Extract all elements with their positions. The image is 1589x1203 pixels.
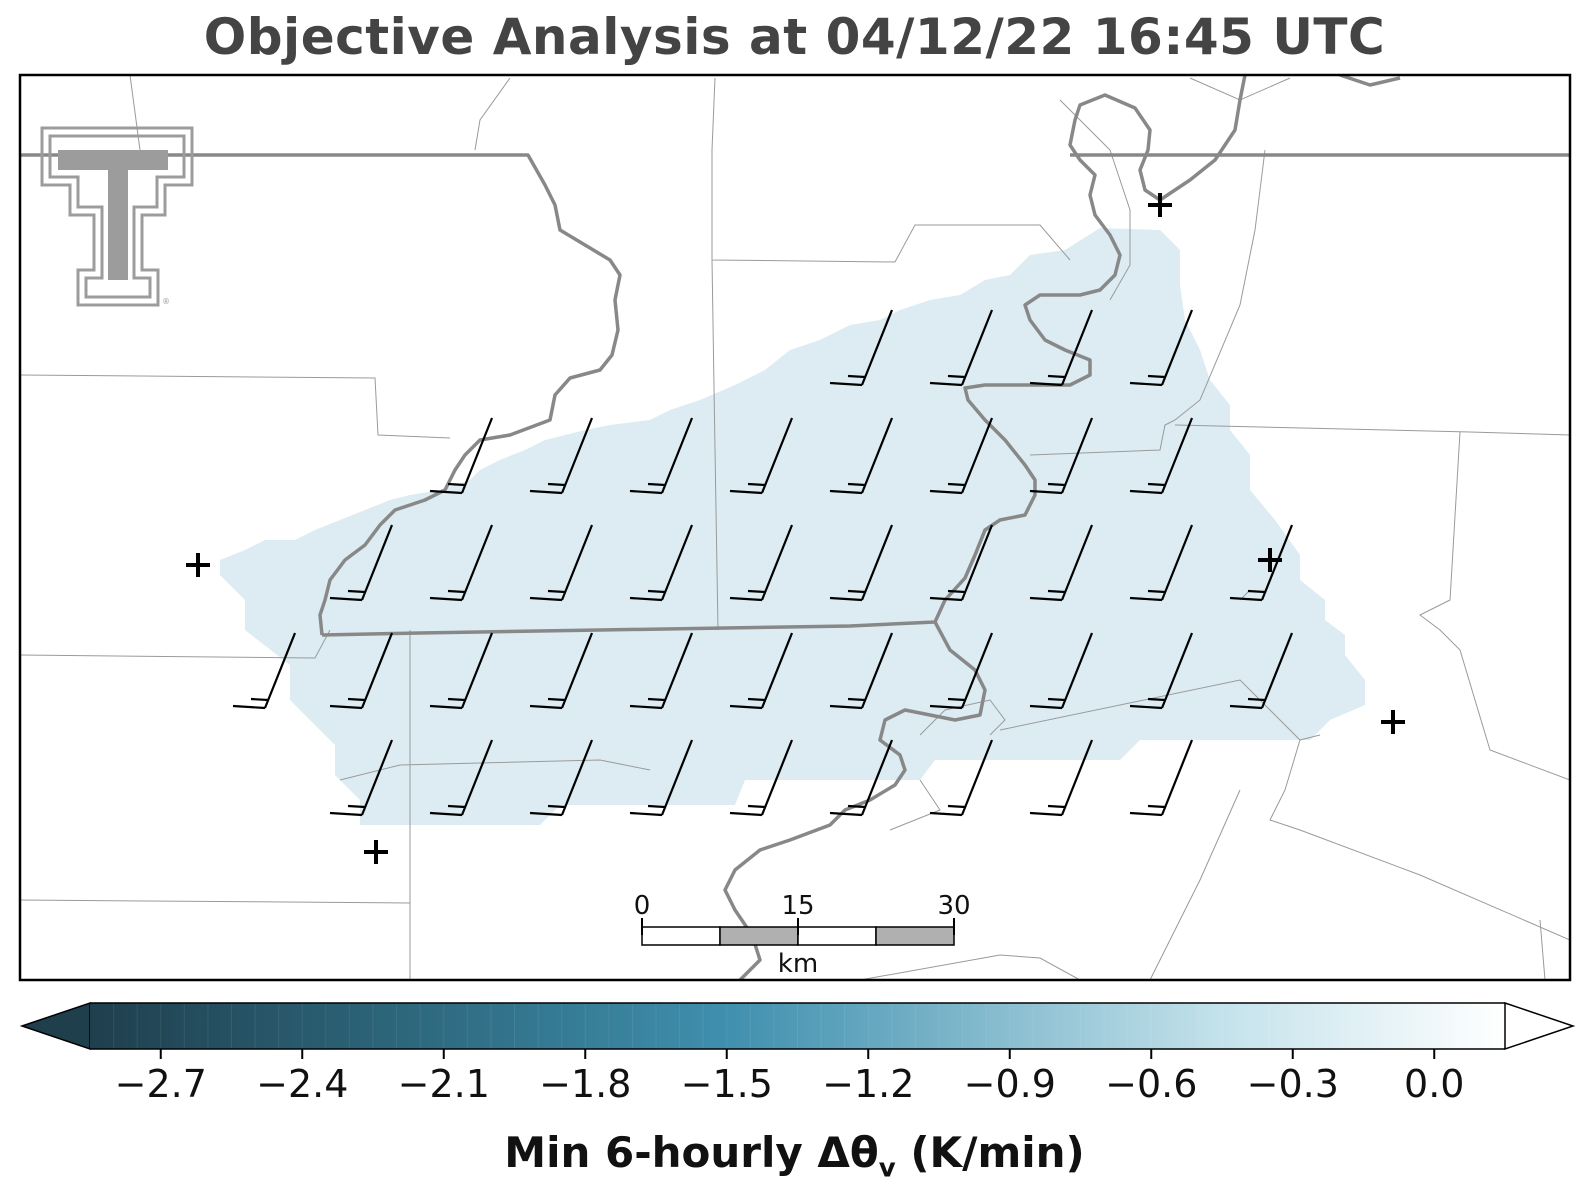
wind-barbs: [232, 309, 1294, 817]
wind-barb: [1129, 632, 1194, 710]
colorbar-extend-low: [19, 1001, 91, 1051]
colorbar-label-units: (K/min): [895, 1128, 1085, 1177]
wind-barb: [329, 524, 394, 602]
scale-bar: 0 15 30 km: [634, 891, 971, 979]
wind-barb: [529, 632, 594, 710]
colorbar-tick-label: −2.4: [256, 1062, 348, 1106]
colorbar-label-main: Min 6-hourly Δθ: [504, 1128, 879, 1177]
colorbar-tick-label: 0.0: [1404, 1062, 1464, 1106]
wind-barb: [929, 524, 994, 602]
wind-barb: [929, 739, 994, 817]
station-marker: [186, 553, 210, 577]
wind-barb: [1029, 739, 1094, 817]
wind-barb: [1029, 632, 1094, 710]
map-panel: ® 0 15 30 km: [20, 75, 1570, 980]
wind-barb: [429, 417, 494, 495]
colorbar-tick-label: −1.5: [681, 1062, 773, 1106]
scale-label-15: 15: [781, 891, 814, 921]
station-marker: [1258, 548, 1282, 572]
wind-barb: [929, 632, 994, 710]
wind-barb: [529, 417, 594, 495]
wind-barb: [1229, 524, 1294, 602]
wind-barb: [429, 632, 494, 710]
wind-barb: [829, 417, 894, 495]
colorbar-tick-label: −1.2: [822, 1062, 914, 1106]
wind-barb: [1029, 417, 1094, 495]
map-frame: [18, 73, 1572, 982]
wind-barb: [1129, 524, 1194, 602]
county-borders: [20, 75, 1570, 980]
wind-barb: [929, 417, 994, 495]
wind-barb: [829, 739, 894, 817]
scale-label-30: 30: [937, 891, 970, 921]
wind-barb: [629, 739, 694, 817]
colorbar-tick-label: −2.1: [398, 1062, 490, 1106]
wind-barb: [729, 739, 794, 817]
wind-barb: [1029, 309, 1094, 387]
wind-barb: [1229, 632, 1294, 710]
colorbar-tick-label: −0.6: [1105, 1062, 1197, 1106]
station-marker: [1381, 710, 1405, 734]
wind-barb: [329, 632, 394, 710]
station-markers: [186, 193, 1405, 864]
wind-barb: [829, 632, 894, 710]
map-title: Objective Analysis at 04/12/22 16:45 UTC: [203, 8, 1386, 66]
wind-barb: [232, 632, 297, 710]
colorbar-tick-label: −2.7: [115, 1062, 207, 1106]
station-marker: [364, 840, 388, 864]
wind-barb: [1129, 739, 1194, 817]
texas-tech-double-t-logo: ®: [40, 126, 194, 307]
wind-barb: [1129, 417, 1194, 495]
colorbar-ticks: −2.7 −2.4 −2.1 −1.8 −1.5 −1.2 −0.9 −0.6 −0.3 0.0: [115, 1049, 1464, 1106]
wind-barb: [629, 417, 694, 495]
colorbar-tick-label: −0.3: [1247, 1062, 1339, 1106]
wind-barb: [1029, 524, 1094, 602]
station-marker: [1148, 193, 1172, 217]
scale-units: km: [778, 949, 818, 979]
colorbar-tick-label: −0.9: [964, 1062, 1056, 1106]
wind-barb: [729, 632, 794, 710]
wind-barb: [529, 524, 594, 602]
colorbar-bands: [113, 1003, 1482, 1049]
wind-barb: [729, 417, 794, 495]
wind-barb: [1129, 309, 1194, 387]
wind-barb: [729, 524, 794, 602]
colorbar: −2.7 −2.4 −2.1 −1.8 −1.5 −1.2 −0.9 −0.6 −0.3 0.0: [19, 1001, 1576, 1106]
wind-barb: [829, 309, 894, 387]
colorbar-gradient: [90, 1003, 1505, 1049]
wind-barb: [429, 739, 494, 817]
wind-barb: [529, 739, 594, 817]
svg-text:®: ®: [162, 297, 170, 306]
state-borders: [20, 75, 1570, 980]
wind-barb: [329, 739, 394, 817]
wind-barb: [629, 524, 694, 602]
wind-barb: [829, 524, 894, 602]
colorbar-label: Min 6-hourly Δθv (K/min): [0, 1128, 1589, 1183]
colorbar-tick-label: −1.8: [539, 1062, 631, 1106]
wind-barb: [629, 632, 694, 710]
wind-barb: [429, 524, 494, 602]
colorbar-extend-high: [1504, 1001, 1576, 1051]
wind-barb: [929, 309, 994, 387]
scale-label-0: 0: [634, 891, 651, 921]
colorbar-label-sub: v: [878, 1153, 896, 1184]
